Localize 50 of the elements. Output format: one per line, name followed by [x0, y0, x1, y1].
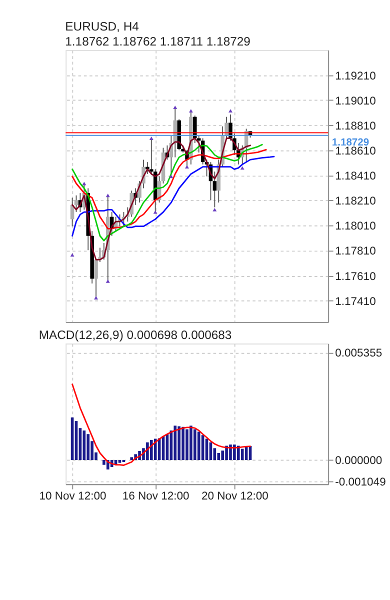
- bar: [82, 430, 86, 460]
- point: [153, 210, 158, 214]
- bar: [130, 457, 134, 460]
- y-tick-label: 1.17810: [335, 246, 376, 258]
- y-tick-label: 1.18010: [335, 220, 376, 233]
- line-series: [72, 156, 275, 237]
- bar: [182, 426, 184, 460]
- y-tick-label: 1.18810: [335, 120, 376, 132]
- chart-subtitle: 1.18762 1.18762 1.18711 1.18729: [65, 34, 251, 48]
- bar: [236, 446, 240, 460]
- chart-title: EURUSD, H4: [65, 19, 140, 34]
- x-tick-label: 20 Nov 12:00: [201, 490, 268, 503]
- bar: [240, 448, 244, 460]
- bar: [174, 426, 177, 460]
- y-tick-label: 1.19210: [335, 70, 376, 82]
- y-tick-label: 0.000000: [335, 455, 382, 468]
- point: [185, 165, 189, 169]
- bar: [193, 429, 196, 460]
- point: [106, 194, 110, 198]
- point: [188, 109, 193, 113]
- y-tick-label: -0.001049: [335, 476, 386, 488]
- bar: [118, 460, 122, 463]
- x-tick-label: 16 Nov 12:00: [122, 490, 190, 503]
- bar: [154, 438, 157, 460]
- point: [228, 109, 232, 113]
- bar: [186, 429, 188, 460]
- point: [106, 279, 110, 283]
- y-tick-label: 1.18210: [335, 196, 376, 208]
- point: [70, 253, 74, 257]
- bar: [150, 440, 153, 460]
- bar: [197, 432, 200, 460]
- y-tick-label: 1.18410: [335, 170, 376, 183]
- chart-title: MACD(12,26,9) 0.000698 0.000683: [38, 328, 232, 342]
- bar: [229, 444, 232, 460]
- bar: [86, 434, 90, 460]
- y-tick-label: 1.17410: [335, 296, 376, 308]
- point: [94, 296, 98, 300]
- point: [169, 174, 174, 178]
- line-series: [72, 384, 251, 466]
- point: [173, 106, 178, 110]
- bar: [233, 444, 236, 460]
- bar: [190, 426, 192, 460]
- y-tick-label: 1.19010: [335, 95, 376, 108]
- bar: [178, 426, 180, 460]
- y-tick-label: 0.005355: [335, 348, 382, 360]
- point: [149, 136, 154, 140]
- bar: [225, 446, 228, 460]
- y-tick-label: 1.17610: [335, 270, 376, 283]
- x-tick-label: 10 Nov 12:00: [39, 490, 106, 503]
- point: [212, 208, 217, 212]
